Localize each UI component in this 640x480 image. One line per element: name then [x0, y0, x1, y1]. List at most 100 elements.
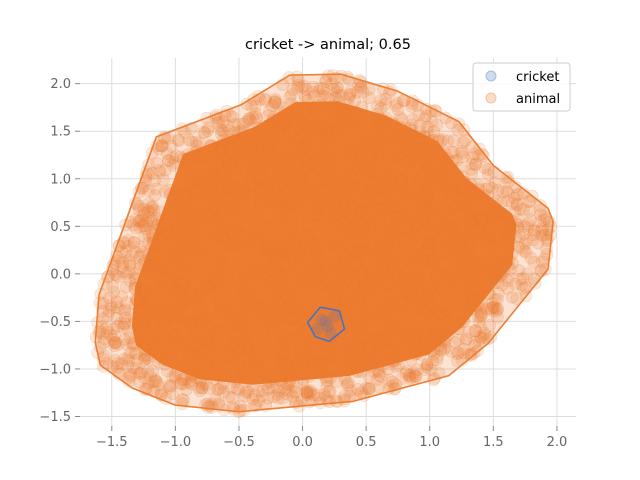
- animal-point: [192, 381, 206, 395]
- animal-point: [395, 296, 409, 310]
- animal-point: [343, 349, 357, 363]
- animal-point: [138, 353, 151, 366]
- animal-point: [175, 377, 188, 391]
- animal-point: [445, 247, 458, 261]
- animal-point: [241, 374, 255, 387]
- animal-point: [187, 259, 201, 273]
- animal-point: [231, 269, 245, 283]
- animal-point: [276, 118, 290, 132]
- animal-point: [209, 198, 223, 212]
- animal-point: [421, 358, 434, 371]
- animal-point: [167, 269, 180, 283]
- animal-point: [169, 329, 183, 343]
- animal-point: [140, 352, 153, 365]
- animal-point: [450, 255, 464, 269]
- animal-point: [163, 381, 176, 394]
- animal-point: [109, 249, 123, 263]
- animal-point: [267, 324, 280, 338]
- animal-point: [155, 139, 169, 153]
- animal-point: [441, 218, 455, 231]
- animal-point: [183, 231, 197, 244]
- animal-point: [417, 271, 430, 285]
- animal-point: [487, 258, 500, 272]
- animal-point: [424, 201, 438, 214]
- animal-point: [464, 177, 478, 191]
- animal-point: [402, 136, 415, 150]
- animal-point: [411, 302, 425, 315]
- animal-point: [358, 312, 371, 326]
- animal-point: [353, 327, 367, 341]
- animal-point: [365, 166, 379, 179]
- animal-point: [377, 187, 391, 201]
- animal-point: [325, 283, 339, 297]
- animal-point: [413, 119, 427, 132]
- animal-point: [322, 173, 336, 186]
- animal-point: [107, 322, 120, 336]
- animal-point: [133, 214, 146, 228]
- animal-point: [363, 343, 376, 357]
- animal-point: [180, 205, 194, 218]
- animal-point: [245, 317, 259, 330]
- animal-point: [337, 234, 350, 248]
- animal-point: [220, 153, 234, 167]
- animal-point: [120, 338, 133, 351]
- animal-point: [229, 240, 242, 253]
- animal-point: [372, 365, 386, 379]
- animal-point: [524, 213, 537, 227]
- animal-point: [420, 183, 434, 197]
- animal-point: [249, 354, 263, 368]
- animal-point: [414, 131, 428, 145]
- animal-point: [264, 286, 277, 300]
- animal-point: [146, 364, 160, 378]
- animal-point: [515, 278, 528, 292]
- animal-point: [463, 192, 476, 206]
- animal-point: [404, 290, 417, 303]
- animal-point: [130, 293, 144, 307]
- animal-point: [211, 256, 225, 270]
- animal-point: [376, 184, 390, 198]
- animal-point: [460, 183, 473, 196]
- animal-point: [367, 175, 380, 188]
- animal-point: [441, 152, 454, 165]
- animal-point: [481, 332, 495, 346]
- animal-point: [104, 328, 117, 342]
- animal-point: [375, 259, 389, 272]
- animal-point: [267, 110, 281, 124]
- animal-point: [299, 140, 313, 154]
- animal-point: [266, 113, 280, 127]
- animal-point: [262, 234, 276, 247]
- animal-point: [293, 334, 307, 348]
- animal-point: [429, 252, 442, 266]
- animal-point: [284, 125, 297, 139]
- animal-point: [335, 88, 348, 102]
- animal-point: [419, 340, 432, 354]
- animal-point: [249, 302, 263, 315]
- animal-point: [196, 204, 209, 218]
- animal-point: [283, 311, 296, 325]
- animal-point: [215, 127, 228, 141]
- animal-point: [165, 224, 179, 237]
- animal-point: [352, 341, 366, 355]
- animal-point: [489, 267, 502, 281]
- animal-point: [479, 231, 492, 245]
- animal-point: [330, 375, 343, 388]
- animal-point: [464, 298, 478, 311]
- animal-point: [227, 175, 241, 189]
- animal-point: [271, 388, 284, 401]
- animal-point: [113, 302, 126, 315]
- animal-point: [256, 384, 270, 397]
- animal-point: [184, 178, 197, 192]
- animal-point: [120, 267, 134, 280]
- animal-point: [216, 138, 229, 152]
- animal-point: [141, 349, 154, 362]
- animal-point: [303, 299, 317, 313]
- animal-point: [346, 142, 359, 155]
- animal-point: [261, 239, 275, 253]
- animal-point: [374, 101, 388, 115]
- animal-point: [394, 280, 407, 294]
- animal-point: [490, 194, 504, 208]
- animal-point: [443, 168, 456, 181]
- animal-point: [354, 108, 368, 122]
- animal-point: [284, 138, 297, 151]
- animal-point: [334, 209, 348, 223]
